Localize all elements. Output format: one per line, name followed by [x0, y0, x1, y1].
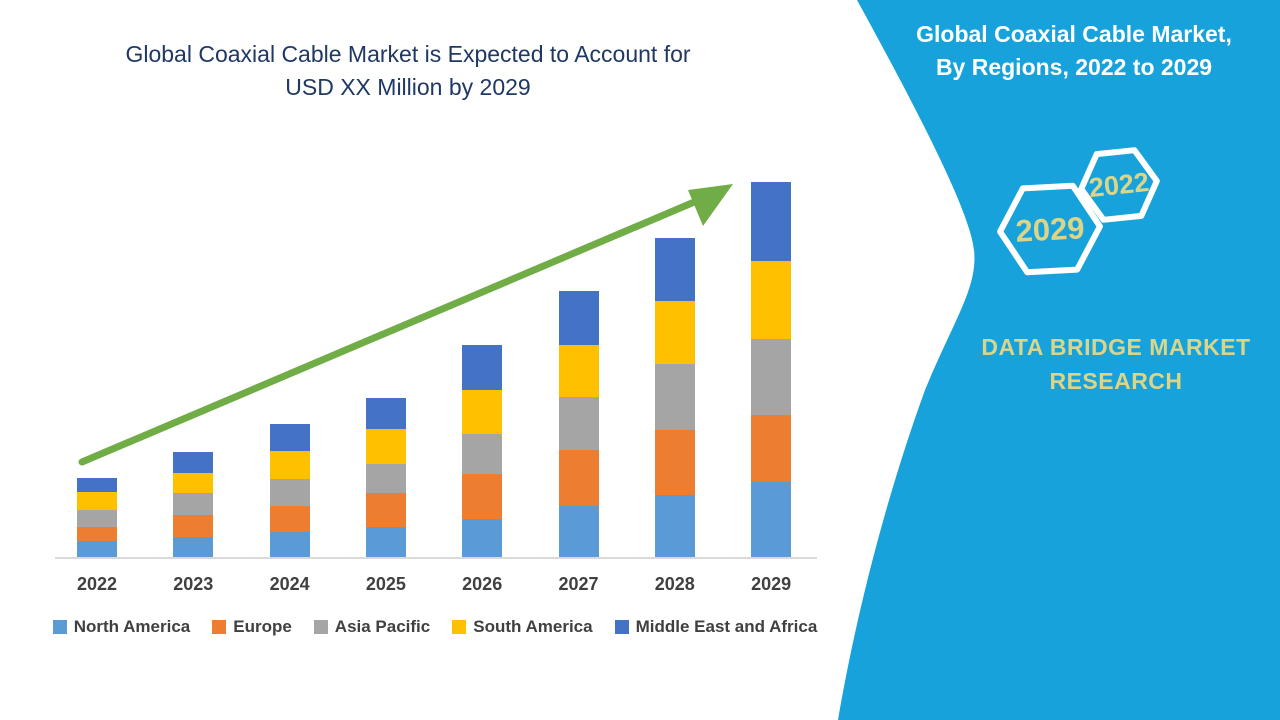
bar-segment-2027-middle-east-and-africa: [558, 291, 599, 345]
bar-2023: [173, 452, 214, 557]
hexagon-2029-label: 2029: [1015, 210, 1086, 249]
brand-line2: RESEARCH: [1049, 368, 1183, 394]
bar-segment-2024-south-america: [269, 451, 310, 479]
x-tick-2029: 2029: [751, 574, 792, 594]
bar-segment-2025-europe: [365, 493, 406, 527]
x-tick-2027: 2027: [558, 574, 599, 594]
bar-segment-2029-asia-pacific: [751, 339, 792, 415]
bar-segment-2024-middle-east-and-africa: [269, 424, 310, 451]
bar-segment-2027-asia-pacific: [558, 397, 599, 450]
legend: North America Europe Asia Pacific South Ame…: [40, 617, 830, 637]
bar-segment-2029-south-america: [751, 261, 792, 339]
x-tick-2026: 2026: [462, 574, 503, 594]
bar-segment-2028-europe: [654, 430, 695, 495]
legend-item-asia-pacific: Asia Pacific: [313, 617, 431, 637]
bar-segment-2028-south-america: [654, 301, 695, 364]
bar-segment-2025-middle-east-and-africa: [365, 398, 406, 429]
bar-segment-2023-south-america: [173, 473, 214, 493]
bar-segment-2028-middle-east-and-africa: [654, 238, 695, 301]
hexagon-2022: 2022: [1078, 147, 1160, 223]
bar-2022: [77, 478, 117, 557]
hexagon-2029-outline: [997, 182, 1103, 276]
hexagon-2022-label: 2022: [1088, 167, 1151, 203]
x-tick-2023: 2023: [173, 574, 214, 594]
legend-swatch: [212, 620, 227, 634]
bar-segment-2025-asia-pacific: [365, 464, 406, 493]
bar-segment-2029-north-america: [751, 482, 792, 557]
brand-line1: DATA BRIDGE MARKET: [981, 334, 1251, 360]
bar-segment-2024-north-america: [269, 532, 310, 557]
bar-2027: [558, 291, 599, 557]
panel-title: Global Coaxial Cable Market, By Regions,…: [884, 18, 1264, 84]
legend-label: Middle East and Africa: [635, 617, 818, 636]
hexagon-badges: 2022 2029: [997, 147, 1160, 276]
bar-segment-2022-asia-pacific: [77, 510, 117, 527]
legend-swatch: [614, 620, 629, 634]
hexagon-2022-outline: [1078, 147, 1160, 223]
legend-label: North America: [73, 617, 191, 636]
bar-segment-2023-north-america: [173, 537, 214, 557]
bar-segment-2024-asia-pacific: [269, 479, 310, 506]
bar-segment-2026-north-america: [462, 519, 503, 557]
bar-2024: [269, 424, 310, 557]
bar-segment-2026-asia-pacific: [462, 434, 503, 474]
legend-swatch: [52, 620, 67, 634]
bar-segment-2023-middle-east-and-africa: [173, 452, 214, 473]
x-tick-2028: 2028: [654, 574, 695, 594]
chart-title: Global Coaxial Cable Market is Expected …: [58, 38, 758, 104]
x-axis-line: [55, 557, 817, 559]
bar-segment-2029-europe: [751, 415, 792, 482]
legend-item-middle-east-and-africa: Middle East and Africa: [614, 617, 818, 637]
bar-segment-2025-north-america: [365, 527, 406, 557]
bar-2029: [751, 182, 792, 557]
bar-segment-2026-middle-east-and-africa: [462, 345, 503, 390]
bar-segment-2022-north-america: [77, 541, 117, 557]
side-panel-background: [838, 0, 1280, 720]
legend-swatch: [452, 620, 467, 634]
panel-title-line2: By Regions, 2022 to 2029: [935, 54, 1213, 80]
legend-item-south-america: South America: [452, 617, 593, 637]
legend-item-europe: Europe: [212, 617, 292, 637]
bar-2025: [365, 398, 406, 557]
side-panel-shape: [838, 0, 1280, 720]
panel-title-line1: Global Coaxial Cable Market,: [916, 21, 1232, 47]
bar-segment-2022-europe: [77, 527, 117, 541]
bar-segment-2028-north-america: [654, 495, 695, 557]
x-tick-2022: 2022: [76, 574, 118, 594]
chart-title-line1: Global Coaxial Cable Market is Expected …: [125, 41, 691, 67]
bar-segment-2029-middle-east-and-africa: [751, 182, 792, 261]
bar-segment-2023-asia-pacific: [173, 493, 214, 515]
legend-label: Europe: [233, 617, 292, 636]
chart-title-line2: USD XX Million by 2029: [285, 74, 531, 100]
bar-segment-2026-south-america: [462, 390, 503, 434]
bar-segment-2026-europe: [462, 474, 503, 519]
bar-segment-2027-south-america: [558, 345, 599, 397]
legend-swatch: [313, 620, 328, 634]
legend-label: South America: [473, 617, 593, 636]
bar-segment-2022-south-america: [77, 492, 117, 510]
bar-segment-2027-europe: [558, 450, 599, 506]
legend-item-north-america: North America: [52, 617, 191, 637]
bar-segment-2024-europe: [269, 506, 310, 532]
hexagon-2029: 2029: [997, 182, 1103, 276]
bar-segment-2022-middle-east-and-africa: [77, 478, 117, 492]
legend-label: Asia Pacific: [334, 617, 431, 636]
x-tick-2024: 2024: [269, 574, 310, 594]
x-axis-labels: 2022 2023 2024 2025 2026 2027 2028 2029: [55, 574, 817, 600]
bar-segment-2023-europe: [173, 515, 214, 537]
x-tick-2025: 2025: [365, 574, 406, 594]
bar-segment-2028-asia-pacific: [654, 364, 695, 430]
bar-segment-2025-south-america: [365, 429, 406, 464]
bar-segment-2027-north-america: [558, 506, 599, 557]
brand-text: DATA BRIDGE MARKET RESEARCH: [960, 330, 1272, 398]
bar-2028: [654, 238, 695, 557]
bar-2026: [462, 345, 503, 557]
plot-area: [55, 148, 817, 559]
